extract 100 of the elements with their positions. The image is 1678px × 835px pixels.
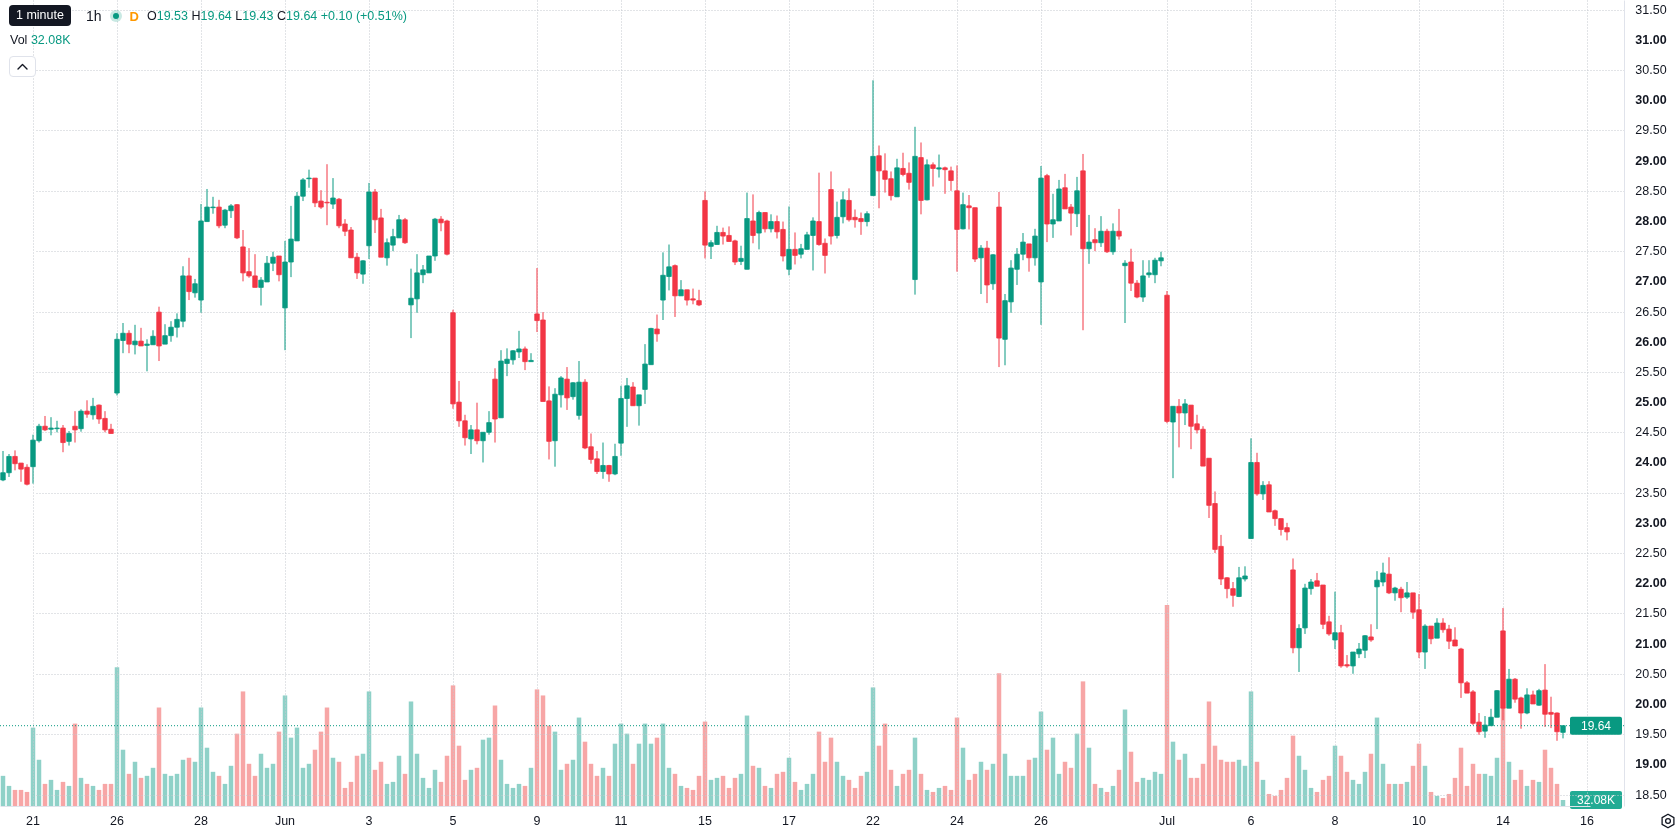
x-tick-label: 9	[533, 813, 541, 828]
candlestick	[522, 346, 528, 371]
y-tick-label: 22.00	[1635, 576, 1667, 591]
candlestick	[186, 257, 192, 301]
candlestick	[276, 255, 282, 282]
annotation: D	[129, 8, 139, 24]
candlestick	[840, 190, 846, 224]
candlestick	[1524, 687, 1530, 715]
y-tick-label: 24.50	[1635, 425, 1667, 440]
candlestick	[468, 424, 474, 455]
text: O19.53 H19.64 L19.43 C19.64 +0.10 (+0.51%)	[146, 9, 407, 23]
x-tick-label: 5	[449, 813, 457, 828]
y-tick-label: 26.50	[1635, 304, 1667, 319]
x-tick-label: 6	[1247, 813, 1255, 828]
x-tick-label: 14	[1496, 813, 1510, 828]
x-tick-label: Jun	[274, 813, 296, 828]
candlestick	[834, 201, 840, 239]
y-tick-label: 24.00	[1635, 455, 1667, 470]
candlestick	[936, 154, 942, 178]
y-tick-label: 25.50	[1635, 364, 1667, 379]
candlestick	[1104, 228, 1110, 254]
y-tick-label: 31.50	[1635, 2, 1667, 17]
y-tick-label: 21.50	[1635, 606, 1667, 621]
x-tick-label: 26	[1034, 813, 1048, 828]
y-tick-label: 23.00	[1635, 515, 1667, 530]
candlestick	[930, 161, 936, 188]
candlestick	[1260, 480, 1266, 501]
candlestick	[330, 177, 336, 210]
x-tick-label: 10	[1412, 813, 1426, 828]
y-tick-label: 22.50	[1635, 546, 1667, 561]
x-tick-label: 3	[365, 813, 373, 828]
candlestick	[678, 279, 684, 297]
candlestick	[756, 210, 762, 250]
candlestick	[1074, 176, 1080, 228]
annotation: 32.08K	[1576, 792, 1616, 807]
candlestick	[1026, 243, 1032, 273]
y-tick-label: 28.50	[1635, 183, 1667, 198]
candlestick	[1392, 586, 1398, 602]
candlestick	[1170, 405, 1176, 479]
y-tick-label: 31.00	[1635, 32, 1667, 47]
candlestick	[1086, 214, 1092, 265]
x-tick-label: 11	[614, 813, 628, 828]
candlestick	[750, 193, 756, 244]
y-tick-label: 29.50	[1635, 123, 1667, 138]
candlestick	[564, 366, 570, 411]
text: 1h	[86, 8, 102, 24]
candlestick	[90, 397, 96, 421]
x-tick-label: 8	[1331, 813, 1339, 828]
y-tick-label: 26.00	[1635, 334, 1667, 349]
y-tick-label: 30.50	[1635, 63, 1667, 78]
y-tick-label: 19.00	[1635, 757, 1667, 772]
candlestick	[1140, 259, 1146, 303]
y-tick-label: 29.00	[1635, 153, 1667, 168]
candlestick	[84, 399, 90, 419]
x-tick-label: 21	[26, 813, 40, 828]
x-tick-label: 26	[110, 813, 124, 828]
candlestick	[1122, 259, 1128, 324]
y-tick-label: 20.00	[1635, 696, 1667, 711]
annotation: Vol 32.08K	[10, 33, 71, 47]
y-tick-label: 19.50	[1635, 727, 1667, 742]
ref-line-label: 19.64	[1580, 718, 1612, 733]
candlestick	[630, 381, 636, 407]
candlestick	[138, 327, 144, 347]
candlestick	[1116, 208, 1122, 241]
candlestick	[306, 169, 312, 189]
y-tick-label: 27.00	[1635, 274, 1667, 289]
candlestick	[768, 213, 774, 233]
candlestick	[1434, 617, 1440, 639]
candlestick	[1110, 222, 1116, 256]
candlestick	[1098, 215, 1104, 248]
y-tick-label: 30.00	[1635, 93, 1667, 108]
x-tick-label: Jul	[1159, 813, 1175, 828]
candlestick	[78, 408, 84, 433]
candlestick	[42, 415, 48, 432]
candlestick	[528, 352, 534, 363]
y-tick-label: 23.50	[1635, 485, 1667, 500]
candlestick	[792, 231, 798, 265]
candlestick	[762, 212, 768, 233]
candlestick	[474, 402, 480, 445]
y-tick-label: 27.50	[1635, 244, 1667, 259]
candlestick	[402, 217, 408, 245]
candlestick	[1386, 556, 1392, 595]
candlestick	[60, 424, 66, 453]
candlestick	[948, 166, 954, 192]
candlestick	[612, 443, 618, 476]
candlestick	[1182, 398, 1188, 426]
candlestick	[1092, 227, 1098, 252]
candlestick	[1332, 591, 1338, 650]
candlestick	[942, 166, 948, 195]
candlestick	[216, 199, 222, 229]
x-tick-label: 17	[782, 813, 796, 828]
candlestick	[1368, 623, 1374, 643]
candlestick	[132, 324, 138, 355]
candlestick	[1404, 581, 1410, 600]
candlestick	[654, 314, 660, 343]
candlestick	[360, 259, 366, 285]
candlestick	[978, 244, 984, 295]
y-tick-label: 18.50	[1635, 787, 1667, 802]
candlestick	[72, 410, 78, 444]
x-tick-label: 22	[866, 813, 880, 828]
